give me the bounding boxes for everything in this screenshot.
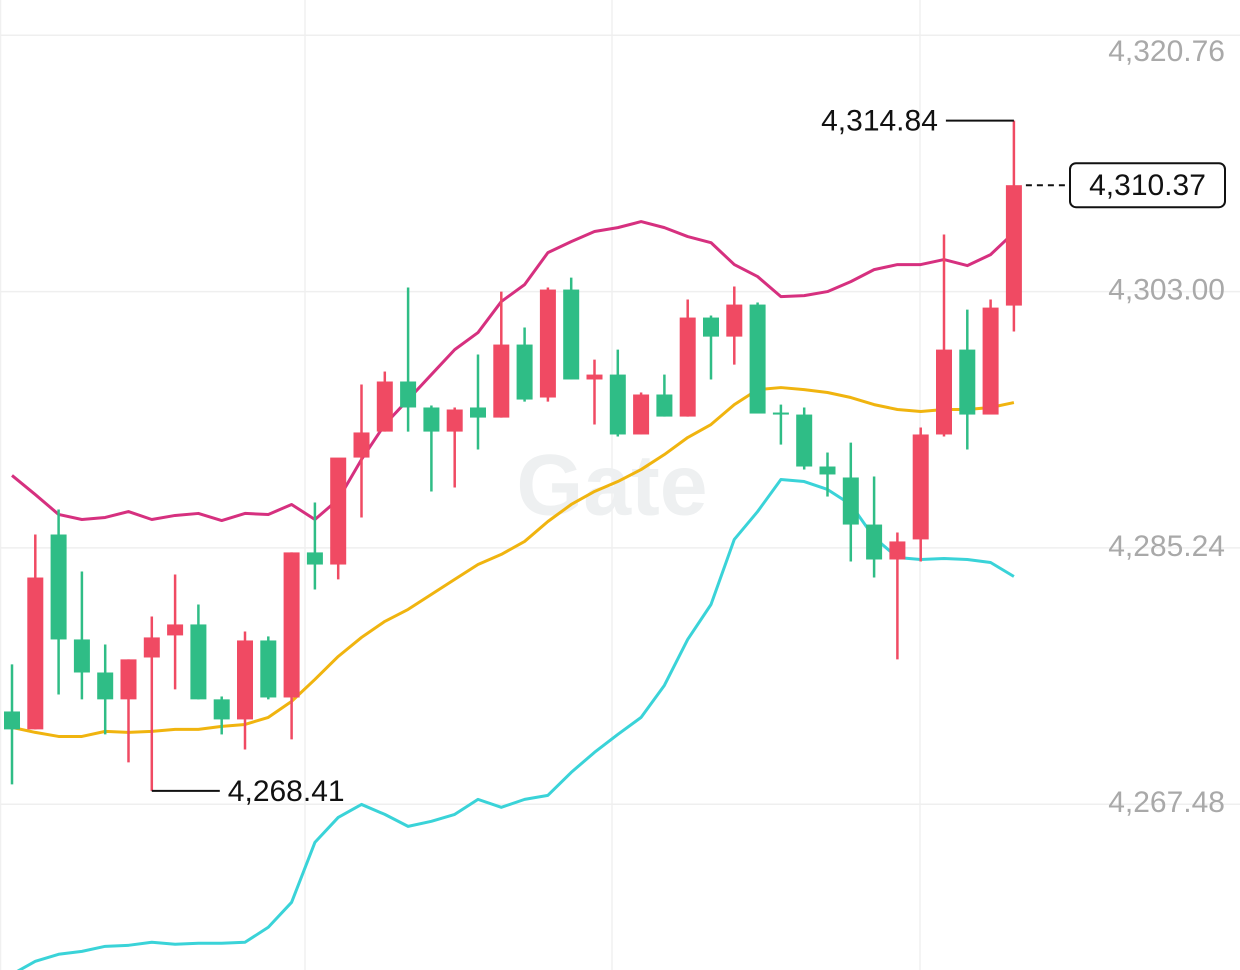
candle-body <box>1005 185 1022 306</box>
annotation-label: 4,268.41 <box>228 775 345 808</box>
candle-body <box>936 349 952 435</box>
candle-body <box>400 381 417 408</box>
candle-body <box>656 394 673 417</box>
candle-body <box>726 304 743 337</box>
candle-body <box>190 624 207 700</box>
candle-body <box>982 307 999 415</box>
candle-body <box>749 304 766 414</box>
candle-body <box>866 524 883 560</box>
candle-body <box>679 317 696 417</box>
candle-body <box>609 374 626 435</box>
candle-body <box>376 381 393 432</box>
candle-body <box>73 639 90 673</box>
candle-body <box>912 434 929 540</box>
candle-body <box>306 552 323 565</box>
candle-body <box>237 640 253 720</box>
candle-body <box>959 349 976 415</box>
candle-body <box>796 414 813 467</box>
y-tick-label: 4,267.48 <box>1108 786 1225 819</box>
candle-body <box>283 552 300 698</box>
candle-body <box>586 374 603 380</box>
price-axis: 4,320.76 4,303.00 4,285.24 4,267.48 <box>1108 35 1225 819</box>
candle-body <box>563 289 580 380</box>
candle-body <box>213 699 230 720</box>
y-tick-label: 4,303.00 <box>1108 273 1225 306</box>
candle-body <box>50 534 67 640</box>
overlay: 4,314.84 4,268.41 4,310.37 <box>151 105 1226 808</box>
candle-body <box>167 624 184 636</box>
last-price-box <box>1069 162 1226 209</box>
candle-body <box>330 457 347 565</box>
candle-body <box>423 407 440 432</box>
candle-body <box>470 407 486 418</box>
candle-body <box>27 577 44 730</box>
candle-body <box>493 344 510 418</box>
candle-body <box>516 344 533 400</box>
band-line <box>16 478 1015 970</box>
candle-body <box>97 672 114 700</box>
candle-body <box>260 640 277 698</box>
bands <box>11 220 1015 970</box>
candles <box>4 120 1022 791</box>
candle-body <box>819 466 836 475</box>
y-tick-label: 4,285.24 <box>1108 530 1225 563</box>
candle-body <box>842 477 859 525</box>
candle-body <box>446 409 463 432</box>
candle-body <box>353 432 370 458</box>
candle-body <box>4 711 20 730</box>
band-line <box>11 220 1015 523</box>
price-grid <box>0 34 1240 806</box>
candle-body <box>703 317 719 337</box>
candle-body <box>889 541 906 560</box>
watermark: Gate <box>516 438 707 534</box>
annotation-label: 4,314.84 <box>821 105 938 138</box>
last-price-label: 4,310.37 <box>1089 169 1206 202</box>
candle-body <box>539 289 556 398</box>
band-line <box>11 386 1015 738</box>
time-grid <box>0 0 921 970</box>
y-tick-label: 4,320.76 <box>1108 35 1225 68</box>
candle-body <box>772 412 789 415</box>
candle-body <box>120 659 137 700</box>
candle-body <box>633 394 650 435</box>
candle-body <box>143 637 160 658</box>
